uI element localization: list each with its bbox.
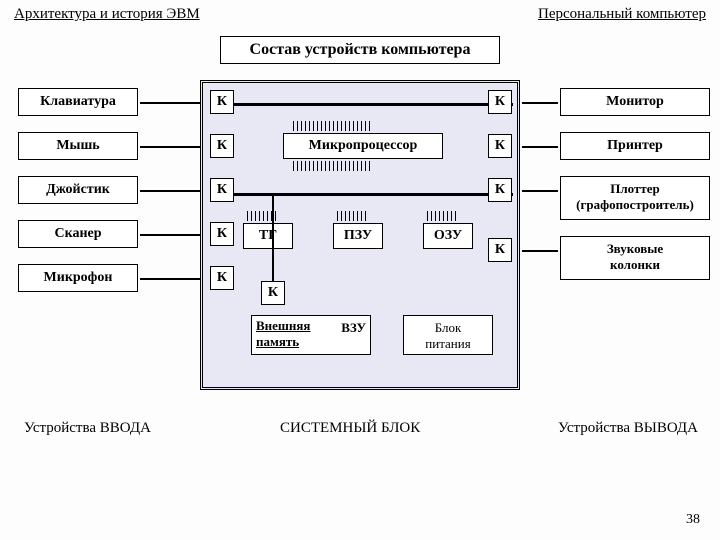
pins-cpu-bot: [293, 161, 370, 171]
output-device: Монитор: [560, 88, 710, 116]
cpu-box: Микропроцессор: [283, 133, 443, 159]
input-device: Мышь: [18, 132, 138, 160]
k-connector: К: [210, 178, 234, 202]
input-device: Клавиатура: [18, 88, 138, 116]
memory-box: ТГ: [243, 223, 293, 249]
input-device: Джойстик: [18, 176, 138, 204]
psu-box: Блок питания: [403, 315, 493, 355]
input-device: Микрофон: [18, 264, 138, 292]
header-right: Персональный компьютер: [538, 6, 706, 23]
system-block: Микропроцессор ТГ ПЗУ ОЗУ К Внешняя память…: [200, 80, 520, 390]
pins-cpu-top: [293, 121, 370, 131]
k-connector: К: [488, 90, 512, 114]
memory-box: ПЗУ: [333, 223, 383, 249]
bottom-left: Устройства ВВОДА: [24, 420, 151, 437]
title-box: Состав устройств компьютера: [220, 36, 500, 64]
header-left: Архитектура и история ЭВМ: [14, 6, 200, 23]
k-connector: К: [488, 134, 512, 158]
k-connector: К: [210, 134, 234, 158]
bottom-center: СИСТЕМНЫЙ БЛОК: [280, 420, 420, 437]
k-ext-stem: [272, 196, 274, 281]
bottom-right: Устройства ВЫВОДА: [558, 420, 698, 437]
memory-box: ОЗУ: [423, 223, 473, 249]
output-device: Принтер: [560, 132, 710, 160]
bus-mid: [213, 193, 513, 196]
ext-memory-box: Внешняя память ВЗУ: [251, 315, 371, 355]
k-connector: К: [210, 90, 234, 114]
page-number: 38: [686, 512, 700, 528]
k-connector: К: [488, 238, 512, 262]
bus-top: [213, 103, 513, 106]
input-device: Сканер: [18, 220, 138, 248]
k-connector: К: [210, 266, 234, 290]
output-device: Звуковые колонки: [560, 236, 710, 280]
k-connector: К: [488, 178, 512, 202]
output-device: Плоттер (графопостроитель): [560, 176, 710, 220]
k-connector: К: [210, 222, 234, 246]
k-ext: К: [261, 281, 285, 305]
